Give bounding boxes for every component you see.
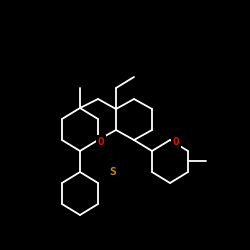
Text: O: O (172, 137, 180, 147)
Text: O: O (98, 137, 104, 147)
Text: S: S (110, 167, 116, 177)
